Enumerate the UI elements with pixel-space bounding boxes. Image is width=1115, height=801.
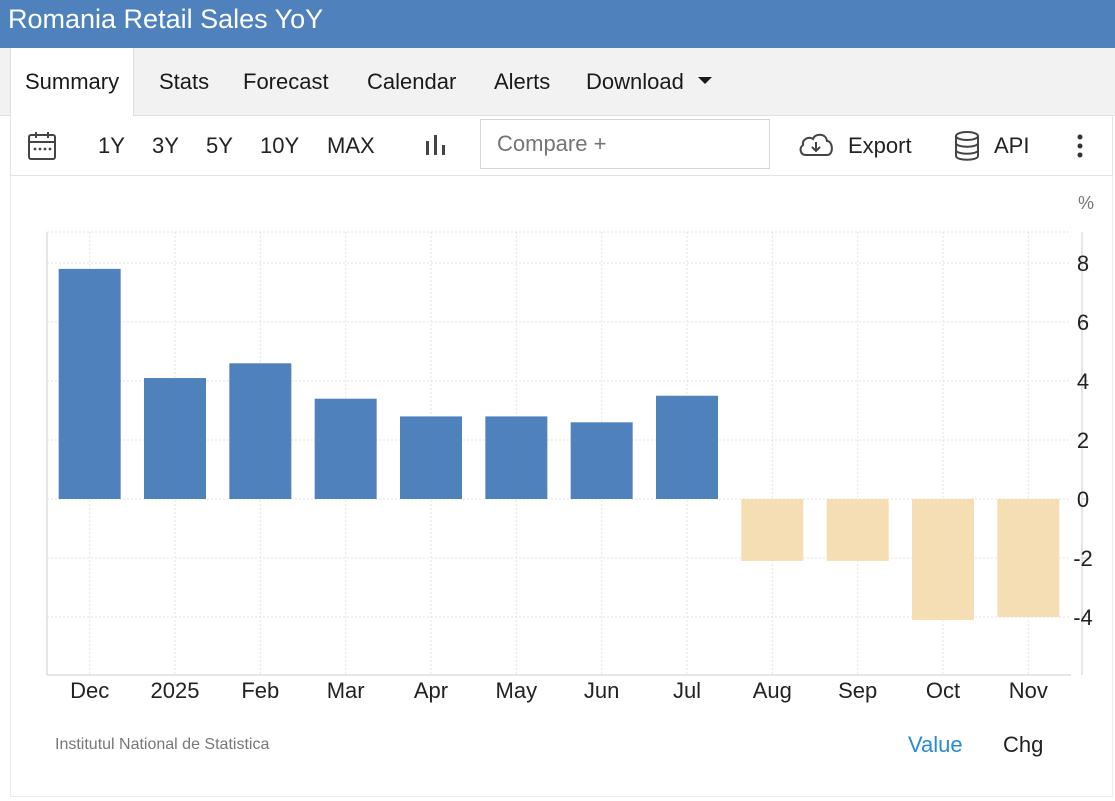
page-title: Romania Retail Sales YoY	[8, 4, 324, 34]
value-toggle[interactable]: Value	[908, 732, 963, 757]
range-1y-button[interactable]: 1Y	[98, 133, 125, 158]
cloud-download-icon[interactable]	[797, 131, 835, 164]
tab-summary[interactable]: Summary	[10, 48, 135, 116]
database-icon[interactable]	[953, 130, 981, 167]
tab-download[interactable]: Download	[586, 48, 712, 115]
header-bar: Romania Retail Sales YoY	[0, 0, 1115, 48]
tab-stats[interactable]: Stats	[159, 69, 210, 94]
range-max-button[interactable]: MAX	[327, 133, 375, 158]
chg-toggle[interactable]: Chg	[1003, 732, 1044, 757]
tab-bar: Summary Stats Forecast Calendar Alerts D…	[0, 48, 1115, 116]
chevron-down-icon	[697, 76, 712, 84]
compare-input[interactable]	[480, 119, 770, 169]
bar-chart-icon[interactable]	[424, 133, 448, 162]
tab-forecast[interactable]: Forecast	[243, 69, 329, 94]
range-10y-button[interactable]: 10Y	[260, 133, 300, 158]
tab-calendar[interactable]: Calendar	[367, 69, 457, 94]
calendar-icon[interactable]	[27, 130, 57, 167]
tab-download-label: Download	[586, 69, 684, 94]
chart-panel	[10, 176, 1113, 797]
api-button[interactable]: API	[994, 133, 1030, 158]
range-5y-button[interactable]: 5Y	[206, 133, 233, 158]
range-3y-button[interactable]: 3Y	[152, 133, 179, 158]
more-vert-icon[interactable]	[1075, 134, 1085, 163]
tab-alerts[interactable]: Alerts	[494, 69, 551, 94]
export-button[interactable]: Export	[848, 133, 912, 158]
source-label: Institutul National de Statistica	[55, 736, 270, 753]
chart-toolbar: 1Y 3Y 5Y 10Y MAX Export API	[10, 116, 1113, 176]
